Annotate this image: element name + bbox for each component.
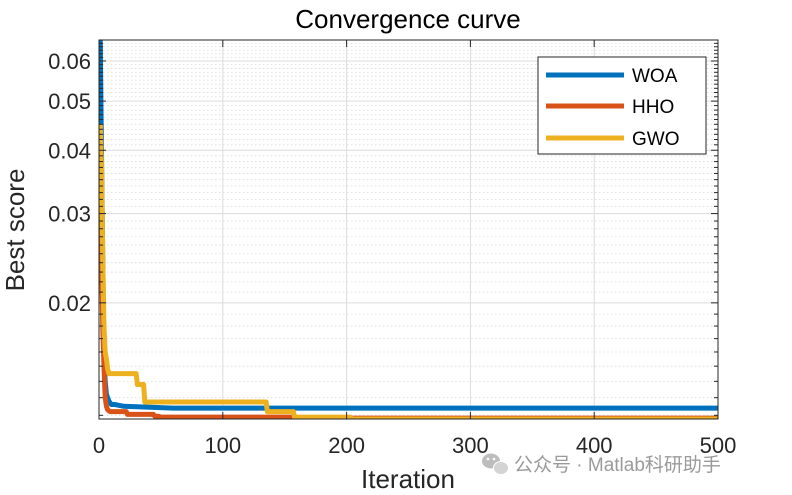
wechat-icon	[482, 453, 509, 475]
x-axis-label: Iteration	[361, 464, 455, 494]
y-tick-label: 0.03	[48, 202, 91, 227]
x-tick-label: 500	[700, 433, 737, 458]
y-axis-label: Best score	[0, 169, 30, 292]
x-tick-label: 200	[328, 433, 365, 458]
y-tick-label: 0.06	[48, 49, 91, 74]
x-tick-labels: 0 100 200 300 400 500	[93, 433, 736, 458]
legend-label-gwo: GWO	[632, 129, 680, 150]
legend: WOA HHO GWO	[537, 56, 707, 155]
x-tick-label: 100	[204, 433, 241, 458]
x-tick-label: 400	[576, 433, 613, 458]
x-tick-label: 0	[93, 433, 105, 458]
legend-label-hho: HHO	[632, 97, 674, 118]
minor-grid	[99, 42, 718, 416]
series-line-gwo	[99, 124, 718, 419]
plot-frame	[98, 39, 719, 420]
chart-title: Convergence curve	[295, 4, 520, 34]
x-tick-label: 300	[452, 433, 489, 458]
legend-label-woa: WOA	[632, 66, 678, 87]
watermark-text: 公众号 · Matlab科研助手	[514, 454, 721, 476]
watermark: 公众号 · Matlab科研助手	[482, 453, 721, 476]
y-tick-label: 0.02	[48, 291, 91, 316]
y-tick-label: 0.04	[48, 138, 91, 163]
axis-ticks	[98, 40, 719, 419]
y-tick-label: 0.05	[48, 89, 91, 114]
y-tick-labels: 0.02 0.03 0.04 0.05 0.06	[48, 49, 91, 316]
